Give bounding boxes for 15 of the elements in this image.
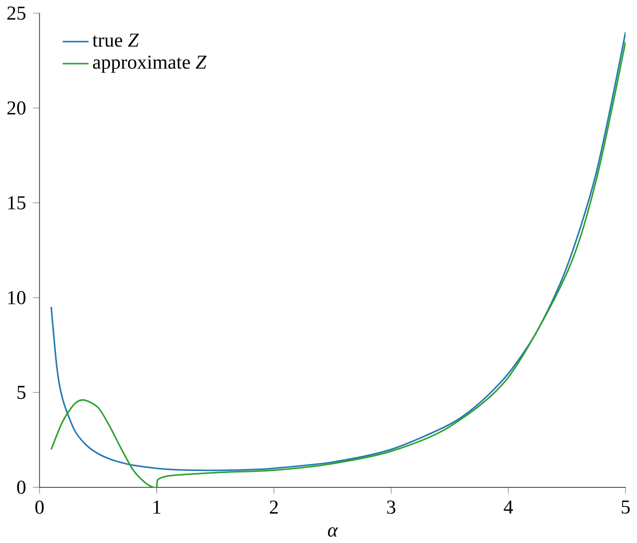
x-tick-label: 0 <box>35 500 44 514</box>
x-tick-label: 1 <box>154 500 160 514</box>
y-tick-label: 0 <box>17 480 26 494</box>
legend-label: approximate Z <box>92 55 207 73</box>
y-tick-label: 25 <box>7 6 26 20</box>
x-tick-label: 2 <box>270 500 278 514</box>
x-axis-title: α <box>328 527 338 537</box>
x-tick-label: 5 <box>622 500 630 514</box>
y-tick-label: 10 <box>8 290 26 304</box>
y-tick-label: 15 <box>8 196 26 210</box>
x-tick-label: 3 <box>387 500 396 514</box>
x-tick-label: 4 <box>504 500 513 514</box>
legend-label: true Z <box>92 34 139 47</box>
y-tick-label: 5 <box>18 386 26 399</box>
y-tick-label: 20 <box>7 101 26 114</box>
